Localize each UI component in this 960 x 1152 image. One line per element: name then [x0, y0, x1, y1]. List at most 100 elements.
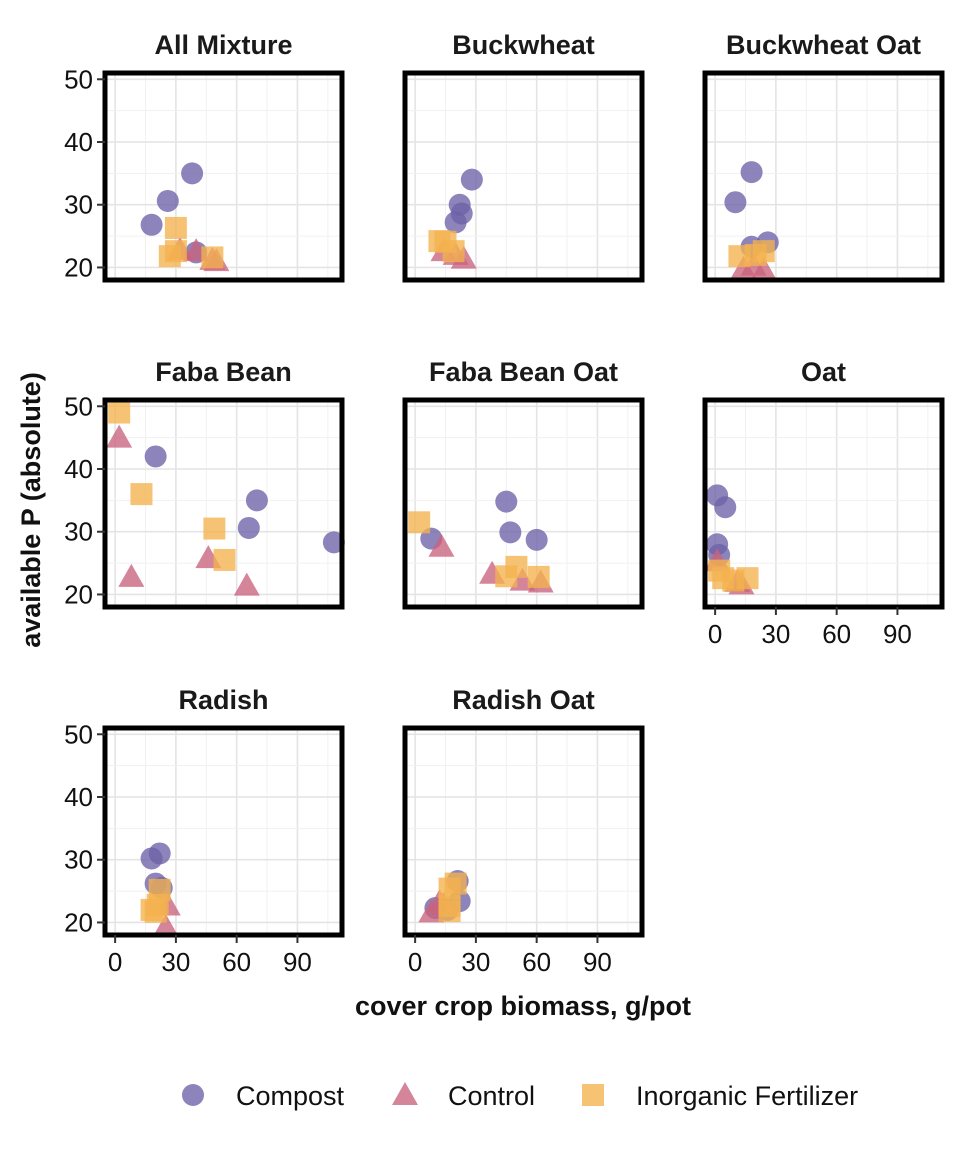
panel-border: [402, 70, 645, 283]
point-control: [106, 424, 133, 448]
point-control: [750, 256, 777, 280]
y-tick-label: 20: [64, 252, 93, 282]
panel-radish-oat: Radish Oat 0 30 60 90: [402, 685, 645, 977]
gridlines: [405, 73, 642, 280]
y-tick-label: 50: [64, 391, 93, 421]
panel-faba-bean: Faba Bean 20 30 40 50: [64, 357, 345, 610]
point-control: [152, 913, 179, 937]
point-inorganic-fertilizer: [527, 565, 550, 588]
point-compost: [740, 161, 763, 184]
panel-border: [702, 397, 945, 610]
legend-label: Inorganic Fertilizer: [636, 1081, 858, 1111]
legend: Compost Control Inorganic Fertilizer: [182, 1081, 858, 1111]
point-inorganic-fertilizer: [505, 555, 528, 578]
point-compost: [525, 528, 548, 551]
panel-all-mixture: All Mixture 20 30 40 50: [64, 30, 345, 283]
panel-title: Faba Bean Oat: [429, 357, 618, 387]
point-compost: [450, 202, 473, 225]
panel-border: [402, 397, 645, 610]
point-inorganic-fertilizer: [444, 872, 467, 895]
point-compost: [714, 496, 737, 519]
points: [106, 401, 345, 596]
y-tick-label: 30: [64, 845, 93, 875]
points: [140, 162, 230, 272]
y-tick-label: 40: [64, 782, 93, 812]
point-inorganic-fertilizer: [442, 240, 465, 263]
points: [418, 870, 471, 923]
point-inorganic-fertilizer: [736, 567, 759, 590]
y-tick-label: 30: [64, 517, 93, 547]
point-compost: [245, 489, 268, 512]
x-tick-label: 0: [708, 619, 722, 649]
legend-item-compost: Compost: [182, 1081, 345, 1111]
points: [428, 168, 483, 269]
legend-label: Control: [448, 1081, 535, 1111]
gridlines: [105, 73, 342, 280]
x-axis-label: cover crop biomass, g/pot: [355, 991, 691, 1021]
points: [140, 842, 181, 937]
panel-title: Oat: [801, 357, 846, 387]
panel-border: [102, 725, 345, 938]
point-compost: [148, 842, 171, 865]
x-tick-label: 60: [222, 947, 251, 977]
point-compost: [156, 189, 179, 212]
point-inorganic-fertilizer: [164, 216, 187, 239]
point-inorganic-fertilizer: [203, 517, 226, 540]
point-inorganic-fertilizer: [164, 240, 187, 263]
panel-border: [402, 725, 645, 938]
point-compost: [460, 168, 483, 191]
panel-title: Buckwheat: [452, 30, 595, 60]
y-tick-label: 50: [64, 64, 93, 94]
x-tick-label: 0: [108, 947, 122, 977]
point-inorganic-fertilizer: [752, 240, 775, 263]
y-tick-label: 40: [64, 454, 93, 484]
x-tick-label: 60: [522, 947, 551, 977]
panel-border: [702, 70, 945, 283]
points: [408, 490, 554, 593]
point-compost: [140, 213, 163, 236]
x-tick-label: 0: [408, 947, 422, 977]
legend-label: Compost: [236, 1081, 345, 1111]
y-tick-label: 20: [64, 579, 93, 609]
points: [724, 161, 779, 280]
panel-title: Radish Oat: [452, 685, 595, 715]
point-compost: [322, 531, 345, 554]
panel-background: [105, 728, 342, 935]
points: [704, 484, 759, 595]
point-inorganic-fertilizer: [201, 246, 224, 269]
panel-oat: Oat 0 30 60 90: [702, 357, 945, 649]
legend-key-square: [582, 1084, 604, 1106]
panel-buckwheat-oat: Buckwheat Oat: [702, 30, 945, 283]
y-tick-label: 30: [64, 190, 93, 220]
legend-item-inorganic-fertilizer: Inorganic Fertilizer: [582, 1081, 858, 1111]
panel-title: All Mixture: [154, 30, 292, 60]
point-control: [233, 572, 260, 596]
panel-buckwheat: Buckwheat: [402, 30, 645, 283]
x-tick-label: 60: [822, 619, 851, 649]
panel-radish: Radish 20 30 40 50 0 30 60 90: [64, 685, 345, 977]
point-compost: [144, 445, 167, 468]
panel-background: [105, 73, 342, 280]
point-compost: [495, 490, 518, 513]
x-tick-label: 30: [761, 619, 790, 649]
point-control: [428, 533, 455, 557]
x-tick-label: 90: [883, 619, 912, 649]
chart-panels: All Mixture 20 30 40 50 Buckwheat Buckwheat Oa…: [64, 30, 945, 977]
x-tick-label: 30: [461, 947, 490, 977]
y-tick-label: 40: [64, 127, 93, 157]
point-compost: [237, 516, 260, 539]
y-tick-label: 50: [64, 719, 93, 749]
legend-item-control: Control: [392, 1081, 535, 1111]
legend-key-circle: [182, 1084, 204, 1106]
panel-title: Radish: [178, 685, 268, 715]
y-tick-label: 20: [64, 907, 93, 937]
point-inorganic-fertilizer: [408, 511, 431, 534]
panel-title: Faba Bean: [155, 357, 292, 387]
panel-border: [102, 70, 345, 283]
y-axis-label: available P (absolute): [16, 372, 46, 648]
point-inorganic-fertilizer: [213, 548, 236, 571]
point-inorganic-fertilizer: [146, 893, 169, 916]
x-tick-label: 90: [583, 947, 612, 977]
point-inorganic-fertilizer: [108, 401, 131, 424]
